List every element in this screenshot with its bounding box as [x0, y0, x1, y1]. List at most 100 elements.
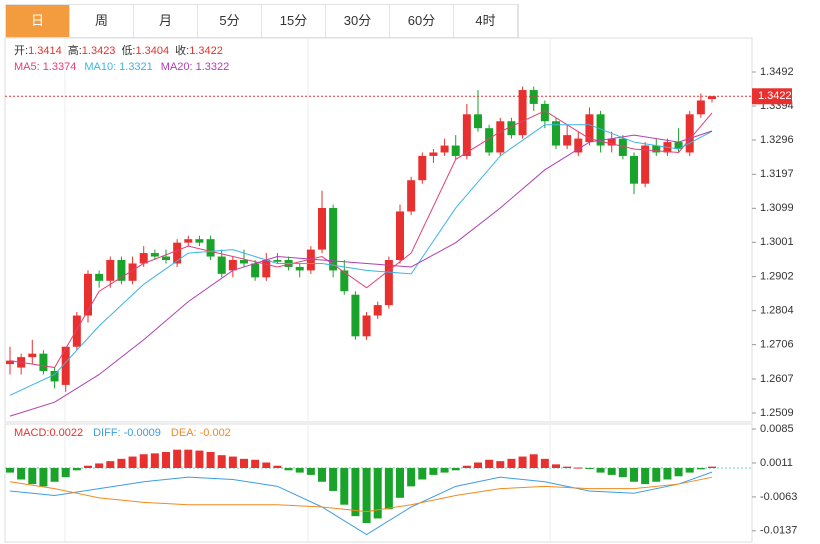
indicator-line: [9, 124, 713, 396]
tab[interactable]: 15分: [262, 5, 326, 37]
candle-body: [485, 128, 494, 153]
macd-bar: [184, 449, 193, 469]
candle-body: [173, 242, 182, 264]
macd-bar: [462, 465, 471, 469]
macd-bar: [518, 456, 527, 469]
macd-bar: [696, 468, 705, 470]
candle-body: [318, 207, 326, 250]
indicator-line: [9, 130, 713, 417]
tab[interactable]: 周: [70, 5, 134, 37]
candle-body: [206, 239, 215, 257]
macd-bar: [340, 468, 349, 505]
macd-bar: [28, 468, 37, 485]
legend-value: 1.3322: [196, 61, 230, 73]
candle-body: [396, 211, 404, 261]
candle-body: [72, 315, 81, 347]
macd-bar: [485, 459, 494, 469]
tab[interactable]: 5分: [198, 5, 262, 37]
y-tick-label: 0.0011: [760, 457, 793, 469]
candle-body: [217, 256, 226, 274]
last-price-box: [752, 88, 792, 105]
macd-bar: [106, 461, 115, 469]
tab-bar: 日周月 5分 15分 30分 60分 4时: [5, 4, 519, 38]
legend-value: 0.0022: [49, 427, 83, 439]
candle-body: [306, 249, 315, 271]
macd-bar: [228, 456, 237, 469]
candle-body: [585, 114, 594, 143]
macd-bar: [418, 468, 427, 480]
candle-body: [708, 96, 716, 100]
tab[interactable]: 4时: [454, 5, 518, 37]
candle-body: [507, 121, 516, 136]
macd-bar: [474, 462, 482, 469]
macd-bar: [217, 455, 226, 469]
macd-bar: [618, 468, 627, 478]
info-value: 1.3414: [28, 45, 62, 57]
legend-label: MA5:: [14, 61, 40, 73]
macd-bar: [641, 468, 650, 485]
macd-bar: [574, 467, 583, 469]
candle-body: [362, 315, 371, 337]
macd-bar: [61, 468, 70, 478]
candle-body: [696, 100, 705, 115]
macd-bar: [685, 468, 694, 473]
legend-label: MACD:: [14, 427, 49, 439]
macd-bar: [630, 468, 638, 482]
info-label: 高:: [68, 43, 82, 57]
macd-bar: [440, 468, 449, 473]
info-value: 1.3404: [136, 45, 170, 57]
candle-body: [407, 180, 416, 212]
legend-value: -0.002: [200, 427, 231, 439]
y-tick-label: 1.3296: [760, 134, 794, 146]
candle-body: [50, 371, 59, 382]
macd-bar: [496, 461, 505, 469]
legend-value: 1.3374: [43, 61, 77, 73]
candle-body: [162, 256, 170, 261]
macd-panel: [4, 423, 753, 543]
legend-value: -0.0009: [124, 427, 161, 439]
y-tick-label: 1.3197: [760, 168, 794, 180]
candle-body: [384, 260, 393, 306]
y-tick-label: 1.3001: [760, 236, 794, 248]
macd-bar: [429, 468, 438, 475]
candle-body: [95, 273, 104, 281]
candle-body: [641, 145, 650, 184]
tab[interactable]: 60分: [390, 5, 454, 37]
macd-bar: [318, 468, 326, 482]
candle-body: [273, 260, 282, 262]
candle-body: [251, 263, 260, 278]
candle-body: [39, 353, 48, 372]
price-panel: [4, 37, 753, 423]
macd-bar: [396, 468, 404, 498]
legend-label: MA10:: [84, 61, 116, 73]
candle-body: [61, 346, 70, 385]
candle-body: [195, 239, 204, 243]
macd-bar: [128, 456, 137, 469]
candle-body: [652, 145, 661, 153]
indicator-line: [9, 476, 713, 513]
tab[interactable]: 日: [6, 5, 70, 37]
candle-body: [28, 353, 37, 358]
macd-bar: [251, 459, 260, 469]
candle-body: [618, 138, 627, 156]
legend-label: MA20:: [161, 61, 193, 73]
macd-bar: [95, 463, 104, 469]
macd-bar: [206, 451, 215, 469]
candle-body: [117, 260, 126, 281]
macd-bar: [295, 468, 304, 473]
macd-bar: [362, 468, 371, 524]
macd-bar: [17, 468, 26, 480]
macd-bar: [529, 454, 538, 469]
indicator-line: [9, 471, 713, 536]
y-tick-label: 1.2706: [760, 339, 794, 351]
macd-bar: [173, 449, 182, 469]
tab[interactable]: 30分: [326, 5, 390, 37]
macd-bar: [6, 468, 14, 473]
y-tick-label: 1.2804: [760, 305, 794, 317]
macd-bar: [162, 451, 170, 469]
tab[interactable]: 月: [134, 5, 198, 37]
macd-bar: [663, 468, 672, 480]
y-tick-label: 1.2607: [760, 373, 794, 385]
candle-body: [240, 260, 248, 264]
macd-bar: [262, 462, 271, 469]
